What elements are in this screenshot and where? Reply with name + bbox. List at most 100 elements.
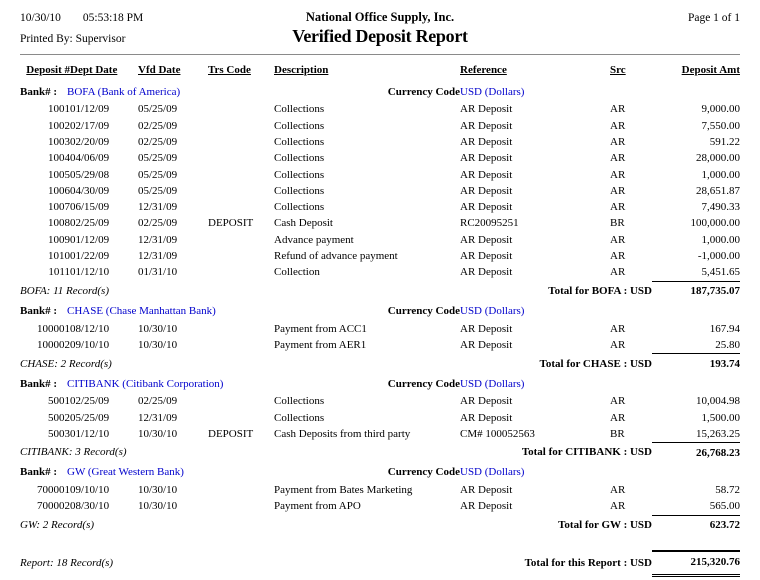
column-header-row: Deposit # Dept Date Vfd Date Trs Code De… bbox=[20, 59, 740, 83]
dept-date-cell: 01/12/10 bbox=[70, 266, 110, 279]
src-cell: AR bbox=[610, 250, 626, 263]
deposit-number-cell: 1008 bbox=[48, 217, 70, 230]
vfd-date-cell: 02/25/09 bbox=[138, 119, 178, 132]
bank-total-label: Total for CITIBANK : USD bbox=[521, 446, 652, 459]
trs-code-cell bbox=[208, 183, 274, 199]
deposit-amount-cell: 1,500.00 bbox=[701, 411, 741, 424]
bank-total-amount: 26,768.23 bbox=[652, 442, 740, 464]
deposit-row: 1010 01/22/09 12/31/09 Refund of advance pa… bbox=[20, 249, 740, 265]
bank-cell: Bank# : CHASE (Chase Manhattan Bank) bbox=[20, 302, 274, 321]
vfd-date-cell: 10/30/10 bbox=[138, 500, 178, 513]
dept-date-cell: 04/06/09 bbox=[70, 152, 110, 165]
deposit-number-cell: 1001 bbox=[48, 103, 70, 116]
deposit-row: 1008 02/25/09 02/25/09 DEPOSIT Cash Deposit R… bbox=[20, 216, 740, 232]
vfd-date-cell: 01/31/10 bbox=[138, 266, 178, 279]
dept-date-cell: 02/25/09 bbox=[70, 395, 110, 408]
dept-date-cell: 01/12/09 bbox=[70, 233, 110, 246]
description-cell: Collections bbox=[274, 411, 325, 424]
description-cell: Collection bbox=[274, 266, 320, 279]
report-time: 05:53:18 PM bbox=[82, 12, 144, 24]
reference-cell: AR Deposit bbox=[460, 184, 513, 197]
column-header-dept-date: Dept Date bbox=[70, 64, 118, 77]
deposit-amount-cell: 28,000.00 bbox=[696, 152, 740, 165]
bank-number-label: Bank# : bbox=[20, 377, 57, 390]
dept-date-cell: 01/22/09 bbox=[70, 250, 110, 263]
description-cell: Collections bbox=[274, 135, 325, 148]
description-cell: Payment from Bates Marketing bbox=[274, 484, 413, 497]
trs-code-cell bbox=[208, 265, 274, 281]
header-divider bbox=[20, 54, 740, 55]
bank-cell: Bank# : GW (Great Western Bank) bbox=[20, 464, 274, 483]
src-cell: AR bbox=[610, 395, 626, 408]
src-cell: BR bbox=[610, 217, 625, 230]
src-cell: AR bbox=[610, 500, 626, 513]
deposit-row: 1002 02/17/09 02/25/09 Collections AR Deposi… bbox=[20, 118, 740, 134]
report-total-row: Report: 18 Record(s) Total for this Repor… bbox=[20, 550, 740, 577]
deposit-amount-cell: -1,000.00 bbox=[697, 250, 740, 263]
vfd-date-cell: 10/30/10 bbox=[138, 322, 178, 335]
deposit-number-cell: 1009 bbox=[48, 233, 70, 246]
deposit-number-cell: 5003 bbox=[48, 427, 70, 440]
vfd-date-cell: 10/30/10 bbox=[138, 338, 178, 351]
deposit-number-cell: 1010 bbox=[48, 250, 70, 263]
reference-cell: RC20095251 bbox=[460, 217, 519, 230]
vfd-date-cell: 12/31/09 bbox=[138, 411, 178, 424]
deposit-number-cell: 1003 bbox=[48, 135, 70, 148]
deposit-number-cell: 1005 bbox=[48, 168, 70, 181]
bank-name-link[interactable]: BOFA (Bank of America) bbox=[67, 85, 181, 98]
description-cell: Collections bbox=[274, 395, 325, 408]
report-table: Deposit # Dept Date Vfd Date Trs Code De… bbox=[20, 59, 740, 577]
bank-total-label: Total for CHASE : USD bbox=[539, 357, 652, 370]
bank-header-row: Bank# : CITIBANK (Citibank Corporation) Cu… bbox=[20, 375, 740, 394]
bank-record-count: CITIBANK: 3 Record(s) bbox=[20, 446, 127, 459]
bank-record-count: BOFA: 11 Record(s) bbox=[20, 284, 109, 297]
currency-value-link[interactable]: USD (Dollars) bbox=[460, 466, 525, 479]
deposit-row: 5002 05/25/09 12/31/09 Collections AR Deposi… bbox=[20, 410, 740, 426]
currency-value-link[interactable]: USD (Dollars) bbox=[460, 377, 525, 390]
deposit-number-cell: 5001 bbox=[48, 395, 70, 408]
vfd-date-cell: 05/25/09 bbox=[138, 184, 178, 197]
trs-code-cell bbox=[208, 135, 274, 151]
bank-name-link[interactable]: CHASE (Chase Manhattan Bank) bbox=[67, 304, 216, 317]
vfd-date-cell: 02/25/09 bbox=[138, 395, 178, 408]
vfd-date-cell: 10/30/10 bbox=[138, 484, 178, 497]
bank-number-label: Bank# : bbox=[20, 466, 57, 479]
deposit-amount-cell: 10,004.98 bbox=[696, 395, 740, 408]
currency-value-link[interactable]: USD (Dollars) bbox=[460, 304, 525, 317]
column-header-trs-code: Trs Code bbox=[208, 64, 251, 77]
reference-cell: AR Deposit bbox=[460, 338, 513, 351]
header-left: 10/30/10 05:53:18 PM bbox=[20, 12, 230, 24]
report-total-amount: 215,320.76 bbox=[652, 550, 740, 577]
deposit-row: 700001 09/10/10 10/30/10 Payment from Bates… bbox=[20, 483, 740, 499]
vfd-date-cell: 10/30/10 bbox=[138, 427, 178, 440]
currency-value-link[interactable]: USD (Dollars) bbox=[460, 85, 525, 98]
vfd-date-cell: 12/31/09 bbox=[138, 233, 178, 246]
report-title: Verified Deposit Report bbox=[292, 26, 468, 46]
bank-total-row: CITIBANK: 3 Record(s) Total for CITIBANK … bbox=[20, 442, 740, 464]
vfd-date-cell: 05/25/09 bbox=[138, 168, 178, 181]
vfd-date-cell: 12/31/09 bbox=[138, 250, 178, 263]
deposit-amount-cell: 9,000.00 bbox=[701, 103, 741, 116]
deposit-number-cell: 100001 bbox=[37, 322, 70, 335]
reference-cell: AR Deposit bbox=[460, 135, 513, 148]
column-header-reference: Reference bbox=[460, 64, 507, 77]
printed-by: Printed By: Supervisor bbox=[20, 33, 126, 45]
bank-number-label: Bank# : bbox=[20, 85, 57, 98]
description-cell: Cash Deposits from third party bbox=[274, 427, 411, 440]
bank-name-link[interactable]: GW (Great Western Bank) bbox=[67, 466, 184, 479]
bank-name-link[interactable]: CITIBANK (Citibank Corporation) bbox=[67, 377, 224, 390]
description-cell: Collections bbox=[274, 152, 325, 165]
bank-total-label: Total for BOFA : USD bbox=[548, 284, 652, 297]
spacer-cell bbox=[20, 536, 740, 551]
src-cell: AR bbox=[610, 338, 626, 351]
vfd-date-cell: 12/31/09 bbox=[138, 201, 178, 214]
deposit-row: 1001 01/12/09 05/25/09 Collections AR Deposi… bbox=[20, 102, 740, 118]
currency-code-label: Currency Code bbox=[387, 377, 460, 390]
dept-date-cell: 06/15/09 bbox=[70, 201, 110, 214]
deposit-amount-cell: 5,451.65 bbox=[701, 266, 741, 279]
page-indicator: Page 1 of 1 bbox=[687, 12, 740, 24]
src-cell: AR bbox=[610, 103, 626, 116]
company-name: National Office Supply, Inc. bbox=[305, 10, 455, 24]
column-header-description: Description bbox=[274, 64, 329, 77]
bank-number-label: Bank# : bbox=[20, 304, 57, 317]
